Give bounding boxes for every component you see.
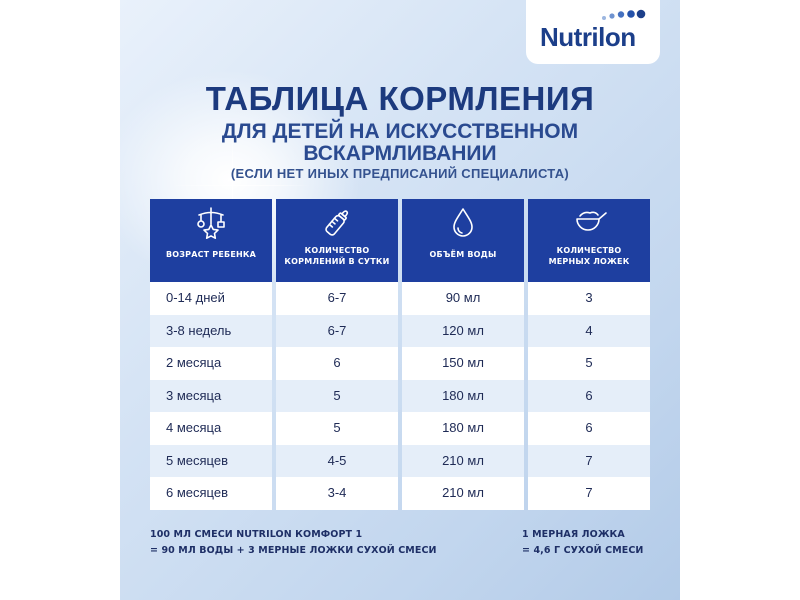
header-spoons-label: КОЛИЧЕСТВО МЕРНЫХ ЛОЖЕК — [528, 245, 650, 267]
footer-right-line-2: = 4,6 Г СУХОЙ СМЕСИ — [522, 545, 644, 556]
subtitle-line-2: ВСКАРМЛИВАНИИ — [303, 142, 497, 165]
column-water: ОБЪЁМ ВОДЫ 90 мл 120 мл 150 мл 180 мл 18… — [402, 199, 524, 510]
footer-right-line-1: 1 МЕРНАЯ ЛОЖКА — [522, 529, 625, 540]
header-water: ОБЪЁМ ВОДЫ — [402, 199, 524, 282]
specialist-note: (ЕСЛИ НЕТ ИНЫХ ПРЕДПИСАНИЙ СПЕЦИАЛИСТА) — [230, 166, 570, 181]
header-spoons-line-2: МЕРНЫХ ЛОЖЕК — [548, 257, 630, 266]
table-cell: 6-7 — [276, 282, 398, 315]
table-cell: 6 — [276, 347, 398, 380]
subtitle-line-1: ДЛЯ ДЕТЕЙ НА ИСКУССТВЕННОМ — [221, 120, 579, 143]
table-cell: 6 — [528, 379, 650, 412]
table-cell: 3-4 — [276, 477, 398, 510]
table-cell: 180 мл — [402, 379, 524, 412]
table-cell: 5 месяцев — [150, 444, 272, 477]
header-feedings-line-2: КОРМЛЕНИЙ В СУТКИ — [284, 257, 390, 266]
column-age: ВОЗРАСТ РЕБЕНКА 0-14 дней 3-8 недель 2 м… — [150, 199, 272, 510]
table-cell: 5 — [276, 412, 398, 445]
page-title: ТАБЛИЦА КОРМЛЕНИЯ — [205, 80, 595, 117]
table-cell: 210 мл — [402, 444, 524, 477]
table-cell: 5 — [528, 347, 650, 380]
table-cell: 3 — [528, 282, 650, 315]
table-cell: 6 месяцев — [150, 477, 272, 510]
header-spoons-line-1: КОЛИЧЕСТВО — [556, 246, 622, 255]
table-cell: 0-14 дней — [150, 282, 272, 315]
table-cell: 120 мл — [402, 314, 524, 347]
baby-bottle-icon — [325, 210, 349, 236]
table-cell: 4-5 — [276, 444, 398, 477]
table-cell: 7 — [528, 444, 650, 477]
light-flare-vertical — [232, 130, 233, 240]
footer-note-formula: 100 МЛ СМЕСИ NUTRILON КОМФОРТ 1 = 90 МЛ … — [150, 527, 437, 559]
table-cell: 6 — [528, 412, 650, 445]
logo-dots-icon — [602, 9, 646, 20]
column-spoons: КОЛИЧЕСТВО МЕРНЫХ ЛОЖЕК 3 4 5 6 6 7 7 — [528, 199, 650, 510]
table-cell: 4 — [528, 314, 650, 347]
table-cell: 180 мл — [402, 412, 524, 445]
light-flare — [170, 185, 310, 186]
header-feedings: КОЛИЧЕСТВО КОРМЛЕНИЙ В СУТКИ — [276, 199, 398, 282]
water-drop-icon — [453, 208, 473, 237]
table-cell: 5 — [276, 379, 398, 412]
header-age: ВОЗРАСТ РЕБЕНКА — [150, 199, 272, 282]
footer-left-line-2: = 90 МЛ ВОДЫ + 3 МЕРНЫЕ ЛОЖКИ СУХОЙ СМЕС… — [150, 545, 437, 556]
table-cell: 4 месяца — [150, 412, 272, 445]
table-cell: 3-8 недель — [150, 314, 272, 347]
header-spoons: КОЛИЧЕСТВО МЕРНЫХ ЛОЖЕК — [528, 199, 650, 282]
page-subtitle: ДЛЯ ДЕТЕЙ НА ИСКУССТВЕННОМ ВСКАРМЛИВАНИИ — [120, 121, 680, 165]
table-cell: 210 мл — [402, 477, 524, 510]
measuring-spoon-icon — [576, 211, 607, 231]
header-feedings-line-1: КОЛИЧЕСТВО — [304, 246, 370, 255]
header-age-label: ВОЗРАСТ РЕБЕНКА — [165, 250, 257, 259]
header-water-label: ОБЪЁМ ВОДЫ — [429, 250, 497, 259]
table-cell: 150 мл — [402, 347, 524, 380]
footer-left-line-1: 100 МЛ СМЕСИ NUTRILON КОМФОРТ 1 — [150, 529, 363, 540]
brand-logo: Nutrilon — [526, 0, 660, 64]
table-cell: 90 мл — [402, 282, 524, 315]
table-cell: 3 месяца — [150, 379, 272, 412]
logo-text: Nutrilon — [540, 22, 636, 52]
header-feedings-label: КОЛИЧЕСТВО КОРМЛЕНИЙ В СУТКИ — [276, 245, 398, 267]
table-cell: 7 — [528, 477, 650, 510]
column-feedings: КОЛИЧЕСТВО КОРМЛЕНИЙ В СУТКИ 6-7 6-7 6 5… — [276, 199, 398, 510]
baby-mobile-icon — [197, 207, 225, 239]
table-cell: 2 месяца — [150, 347, 272, 380]
footer-note-spoon: 1 МЕРНАЯ ЛОЖКА = 4,6 Г СУХОЙ СМЕСИ — [522, 527, 643, 559]
table-cell: 6-7 — [276, 314, 398, 347]
feeding-table-card: Nutrilon ТАБЛИЦА КОРМЛЕНИЯ ДЛЯ ДЕТЕЙ НА … — [120, 0, 680, 600]
